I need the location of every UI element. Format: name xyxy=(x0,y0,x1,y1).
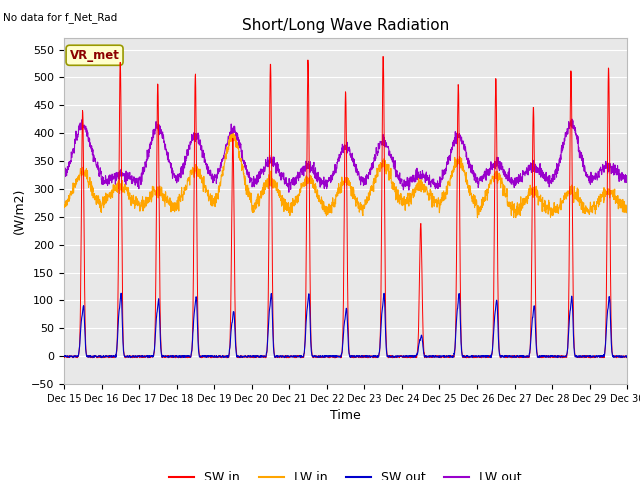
SW out xyxy=(60,353,68,359)
LW in xyxy=(362,202,370,207)
LW out xyxy=(509,180,517,185)
Text: No data for f_Net_Rad: No data for f_Net_Rad xyxy=(3,12,118,23)
LW out xyxy=(362,181,370,187)
LW out xyxy=(574,133,582,139)
Line: SW out: SW out xyxy=(64,293,627,357)
LW in xyxy=(374,166,382,172)
SW in xyxy=(589,354,597,360)
SW in xyxy=(374,354,382,360)
SW out xyxy=(574,354,582,360)
LW out xyxy=(568,116,576,122)
LW in xyxy=(623,204,631,210)
SW out xyxy=(375,354,383,360)
SW out xyxy=(117,290,125,296)
SW out xyxy=(362,353,370,359)
SW in xyxy=(379,54,387,60)
SW in xyxy=(623,354,631,360)
Title: Short/Long Wave Radiation: Short/Long Wave Radiation xyxy=(242,18,449,33)
LW in xyxy=(230,131,237,136)
LW out xyxy=(60,172,68,178)
Line: SW in: SW in xyxy=(64,57,627,358)
SW in xyxy=(574,354,582,360)
SW in xyxy=(217,355,225,360)
LW in xyxy=(474,215,481,220)
X-axis label: Time: Time xyxy=(330,409,361,422)
SW in xyxy=(362,355,370,360)
SW out xyxy=(589,353,597,359)
Line: LW out: LW out xyxy=(64,119,627,192)
SW out xyxy=(623,354,631,360)
LW in xyxy=(589,203,597,208)
LW in xyxy=(574,186,582,192)
LW out xyxy=(589,175,597,181)
SW in xyxy=(510,354,518,360)
Legend: SW in, LW in, SW out, LW out: SW in, LW in, SW out, LW out xyxy=(164,466,527,480)
Text: VR_met: VR_met xyxy=(70,49,120,62)
LW in xyxy=(217,177,225,182)
SW in xyxy=(60,354,68,360)
LW out xyxy=(623,179,631,184)
LW in xyxy=(60,202,68,208)
Y-axis label: (W/m2): (W/m2) xyxy=(12,188,26,234)
LW in xyxy=(510,215,518,220)
LW out xyxy=(285,190,292,195)
SW out xyxy=(218,354,225,360)
Line: LW in: LW in xyxy=(64,133,627,217)
SW out xyxy=(510,353,518,359)
SW out xyxy=(280,354,288,360)
LW out xyxy=(374,141,382,146)
SW in xyxy=(369,355,377,360)
LW out xyxy=(217,159,225,165)
